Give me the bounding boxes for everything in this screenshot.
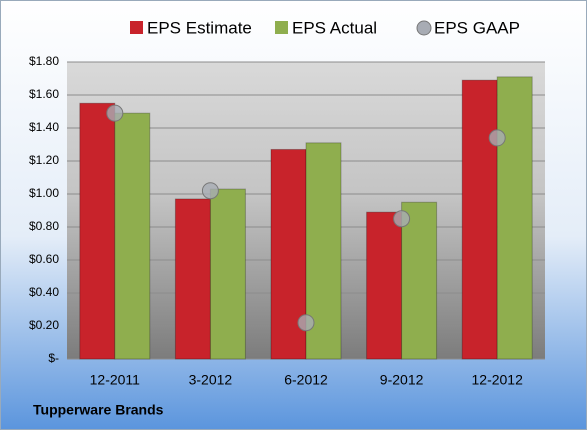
bar: [366, 211, 403, 360]
legend-marker: [130, 21, 143, 34]
x-tick-label: 9-2012: [380, 372, 424, 388]
x-tick-label: 3-2012: [189, 372, 233, 388]
point: [488, 129, 506, 147]
y-tick-label: $-: [48, 351, 59, 365]
x-tick-label: 12-2011: [90, 372, 141, 388]
point: [201, 182, 219, 200]
y-tick-label: $1.40: [29, 120, 59, 134]
y-tick-label: $0.60: [29, 252, 59, 266]
x-tick-label: 12-2012: [472, 372, 524, 388]
point: [393, 210, 411, 228]
y-tick-label: $0.20: [29, 318, 59, 332]
bar: [174, 198, 211, 360]
point: [297, 314, 315, 332]
bar: [461, 79, 498, 360]
bar: [79, 102, 116, 360]
y-tick-label: $0.40: [29, 285, 59, 299]
y-tick-label: $1.60: [29, 87, 59, 101]
legend-label: EPS Actual: [292, 18, 377, 37]
legend-marker: [275, 21, 288, 34]
y-tick-label: $1.20: [29, 153, 59, 167]
x-tick-label: 6-2012: [284, 372, 328, 388]
bar: [114, 112, 151, 360]
bar: [496, 76, 533, 360]
y-tick-label: $1.00: [29, 186, 59, 200]
bar: [209, 188, 246, 360]
point: [106, 104, 124, 122]
y-tick-label: $0.80: [29, 219, 59, 233]
y-tick-label: $1.80: [29, 54, 59, 68]
legend-label: EPS Estimate: [147, 18, 252, 37]
legend-label: EPS GAAP: [434, 18, 520, 37]
chart-title: Tupperware Brands: [33, 402, 164, 418]
legend-marker: [416, 20, 432, 36]
bar: [401, 201, 438, 360]
